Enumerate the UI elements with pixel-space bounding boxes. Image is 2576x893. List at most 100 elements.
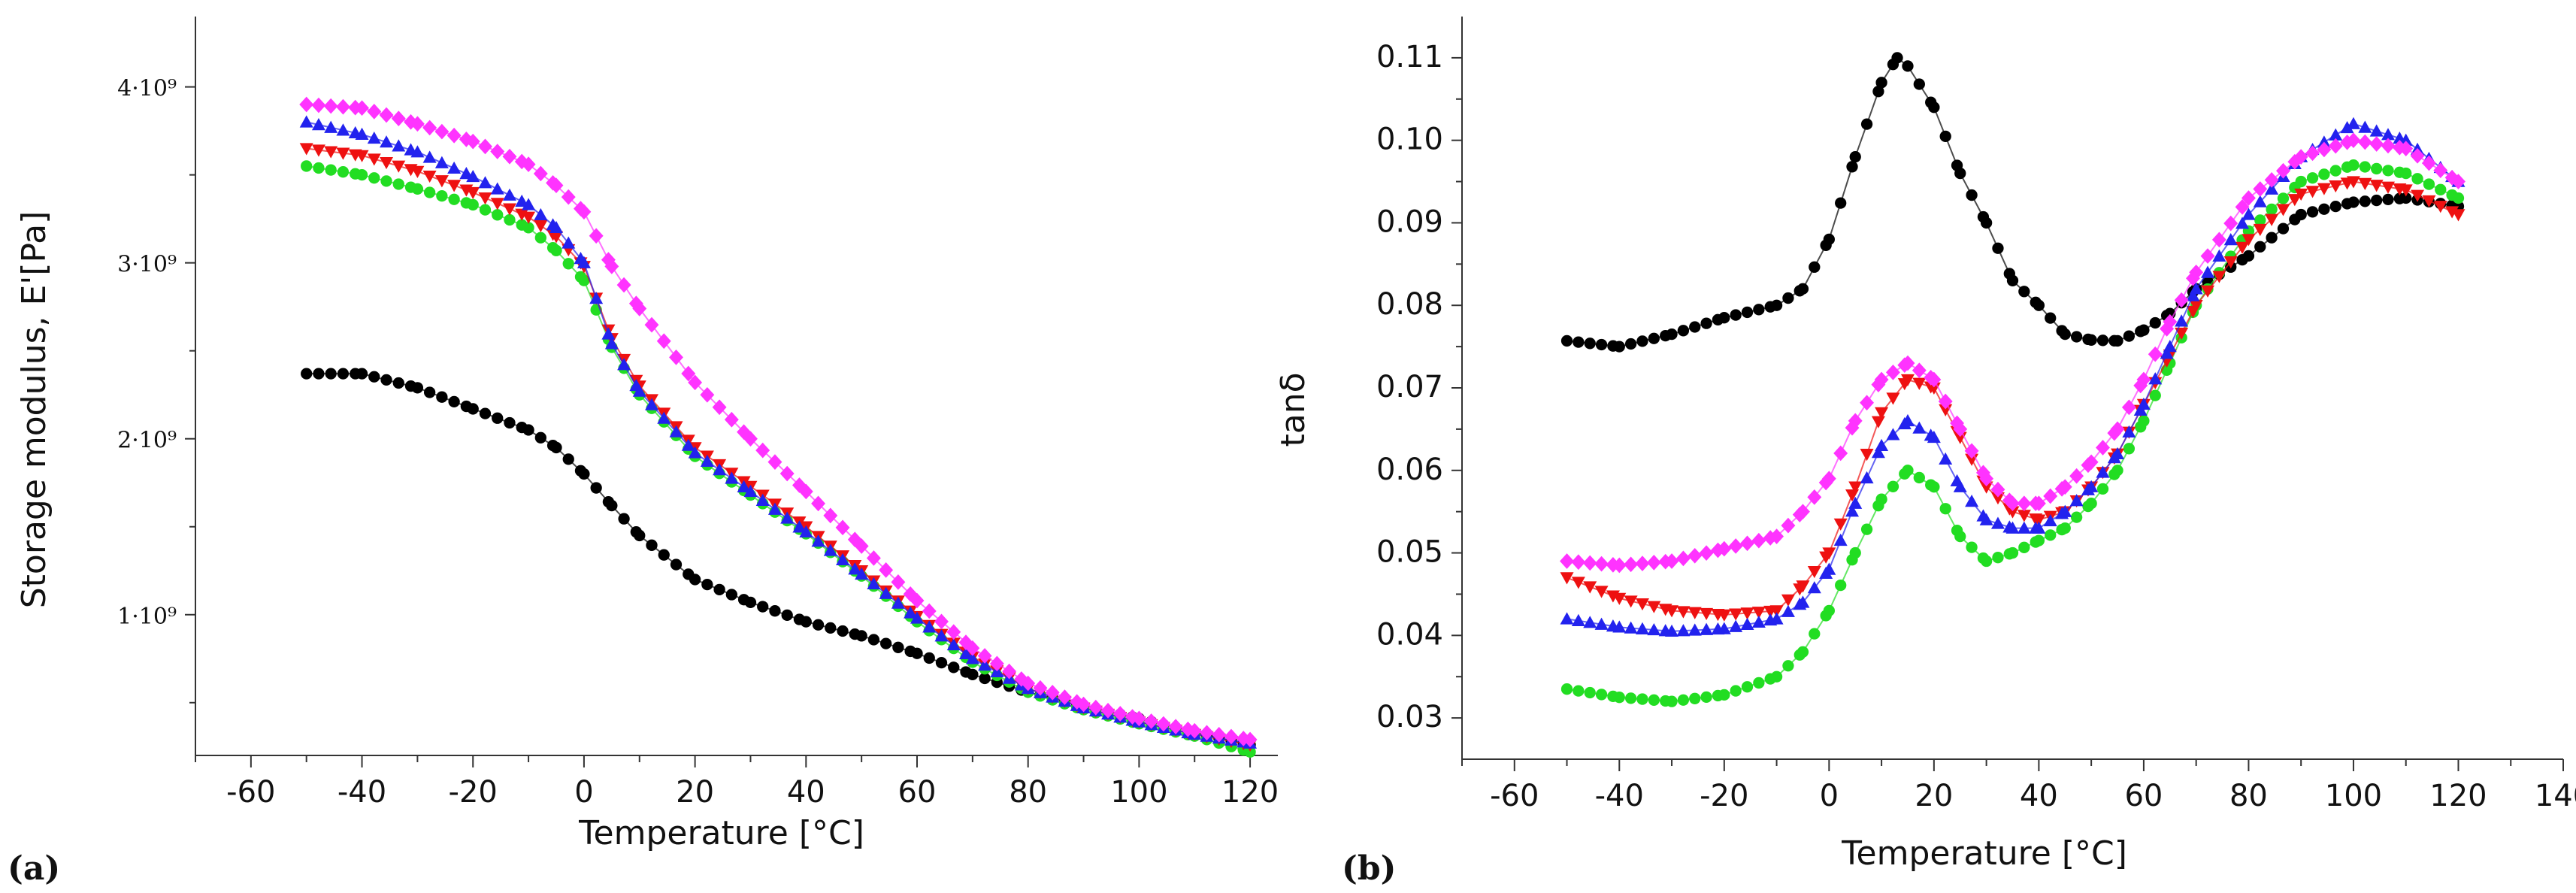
panel-a-series-3-point	[879, 586, 893, 599]
panel-b-series-3-point	[1717, 622, 1731, 634]
panel-a-series-4-point	[712, 399, 727, 416]
panel-a-series-3-point	[422, 150, 437, 163]
panel-b-series-4-point	[1860, 395, 1875, 411]
panel-a-series-4-point	[616, 277, 631, 293]
panel-b-series-1-point	[1887, 480, 1899, 492]
panel-a-series-0-point	[411, 382, 424, 394]
panel-a-series-0-point	[892, 641, 904, 653]
panel-b-series-1-point	[1624, 692, 1637, 704]
panel-a-series-4-point	[446, 127, 462, 144]
panel-a-series-4-point	[367, 103, 382, 120]
panel-a-series-2-point	[311, 144, 325, 157]
panel-b-series-4-point	[1635, 555, 1650, 571]
panel-b-series-0-point	[1613, 341, 1625, 353]
panel-b-series-1-point	[1939, 503, 1951, 515]
panel-b-series-3-point	[2148, 372, 2163, 385]
panel-b-series-4-point	[2005, 495, 2020, 512]
panel-b-series-1-point	[1992, 552, 2004, 564]
panel-b-series-3-point	[1990, 516, 2005, 529]
panel-b-y-tick-label: 0.07	[1376, 370, 1443, 404]
panel-b-series-3-point	[1886, 428, 1900, 440]
panel-b-series-2-point	[1717, 609, 1731, 622]
panel-a-series-4-point	[490, 144, 505, 159]
panel-b-series-0-point	[1809, 261, 1821, 273]
panel-a-series-4-point	[1112, 706, 1128, 722]
panel-b-series-4-point	[1912, 362, 1927, 379]
panel-a-series-3-point	[367, 131, 381, 144]
panel-b-series-4-point	[1612, 557, 1627, 574]
panel-b-series-3-point	[2058, 504, 2072, 517]
panel-a-series-4-line	[306, 104, 1251, 740]
panel-a-series-3	[299, 115, 1258, 749]
panel-b-series-4-point	[1833, 445, 1848, 462]
panel-a-series-0-point	[368, 371, 380, 383]
panel-b-series-0-point	[1928, 101, 1940, 114]
panel-a-series-4-point	[465, 133, 480, 150]
panel-b-series-3-point	[1700, 622, 1714, 635]
panel-b-series-0-point	[2070, 331, 2083, 343]
panel-b-series-1-point	[1966, 541, 1978, 553]
panel-a-series-0-point	[855, 630, 867, 642]
panel-a-series-0-point	[448, 395, 460, 408]
panel-b-series-2-point	[1860, 449, 1874, 462]
panel-a-series-3-point	[669, 425, 683, 437]
panel-a-series-1-point	[356, 168, 368, 181]
panel-a-x-tick-label: 120	[1221, 775, 1279, 810]
panel-a-series-4-point	[422, 120, 437, 136]
panel-b-series-3-point	[2017, 521, 2031, 534]
panel-a-series-4-point	[1033, 680, 1048, 696]
panel-b-series-1-point	[2149, 389, 2161, 401]
panel-a-series-0-point	[646, 539, 658, 551]
panel-a-x-tick-label: -40	[338, 775, 386, 810]
panel-a-series-0-point	[744, 596, 757, 609]
panel-a-axes: -60 -40 -20 0 20 40 60 80 100 120 1·10⁹ 2·10⁹ 3·10⁹ 4…	[117, 17, 1279, 810]
panel-b-series-0-point	[2370, 194, 2383, 207]
panel-b-series-4-point	[1699, 545, 1714, 562]
panel-a-series-2-point	[410, 165, 425, 178]
panel-a-series-1-point	[492, 209, 504, 221]
panel-b-x-tick-label: 140	[2535, 779, 2576, 813]
panel-b-series-4-point	[1624, 556, 1639, 573]
panel-a-series-0-point	[812, 619, 825, 631]
panel-b-y-tick-label: 0.06	[1376, 453, 1443, 487]
panel-a-series-0-point	[301, 368, 313, 380]
panel-b-series-4-point	[1582, 555, 1597, 571]
panel-b-series-3-point	[2160, 347, 2174, 359]
panel-b-series-3-point	[1676, 624, 1691, 637]
panel-b-series-1-point	[2347, 159, 2360, 171]
panel-b-series-3-point	[1560, 612, 1574, 625]
panel-b-series-1-point	[2329, 165, 2341, 177]
panel-b-series-0-point	[2033, 299, 2045, 311]
panel-a-series-2-point	[466, 186, 480, 200]
panel-b-series-4-point	[2200, 248, 2215, 264]
panel-b-series-1-point	[1718, 689, 1730, 701]
panel-b-series-1-point	[1954, 530, 1966, 543]
panel-a-series-4-point	[604, 258, 619, 274]
panel-b-series-0-point	[1584, 338, 1596, 350]
panel-a-series-0-point	[392, 377, 404, 389]
panel-b-series-2-point	[2212, 271, 2226, 283]
panel-b-series-3-point	[1769, 612, 1784, 625]
panel-a-series-3-point	[823, 543, 837, 556]
panel-a-series-0-point	[479, 407, 492, 419]
panel-b-series-4-point	[2293, 149, 2308, 165]
panel-b-series-1-point	[2045, 529, 2057, 541]
panel-a-series-4-point	[903, 586, 918, 602]
panel-b-series-0-point	[2295, 208, 2307, 221]
panel-b-series-2-point	[1700, 607, 1714, 621]
panel-a-series-3-point	[700, 454, 714, 467]
panel-a-series-3-point	[780, 511, 795, 524]
panel-b-series-1-point	[1677, 694, 1690, 706]
panel-a-series-0-point	[979, 672, 991, 685]
panel-b-series-2-point	[2381, 181, 2395, 194]
panel-b-series-0-point	[1860, 118, 1873, 130]
panel-a-series-2-point	[447, 180, 462, 192]
panel-b-series-4-point	[2136, 371, 2151, 388]
panel-b-series-0-point	[1666, 328, 1678, 341]
panel-a-series-4-point	[323, 98, 338, 114]
panel-a-series-3-point	[767, 502, 782, 515]
panel-a-series-4-point	[514, 153, 529, 170]
panel-b-series-4-point	[1990, 481, 2005, 498]
panel-a-y-tick-label: 4·10⁹	[117, 76, 177, 102]
panel-b-series-0-point	[1980, 216, 1993, 229]
